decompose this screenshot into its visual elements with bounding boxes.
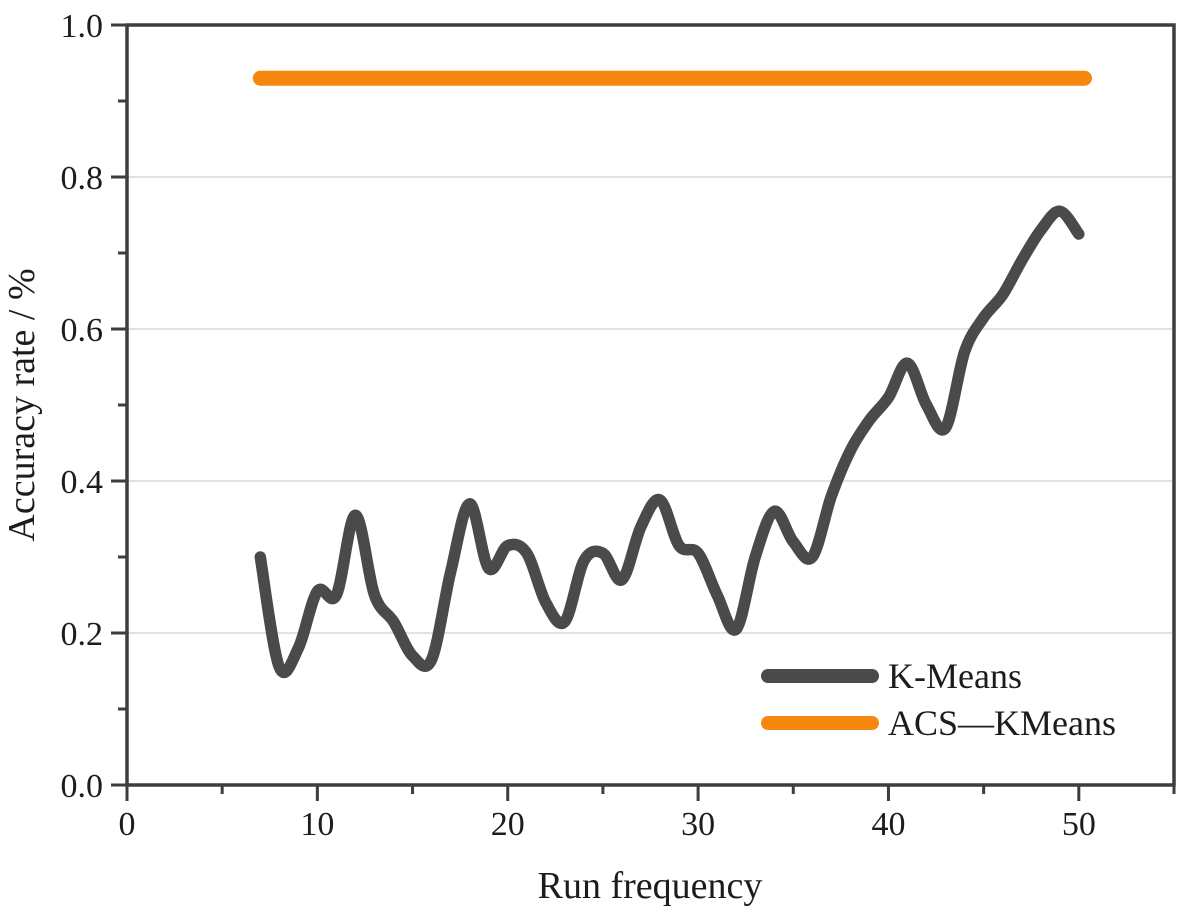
legend-label-kmeans: K-Means xyxy=(888,656,1022,696)
y-tick-label: 0.8 xyxy=(61,160,104,197)
y-tick-label: 0.0 xyxy=(61,768,104,805)
gridlines xyxy=(127,176,1174,634)
x-tick-label: 40 xyxy=(871,806,905,843)
y-tick-label: 1.0 xyxy=(61,8,104,45)
x-tick-label: 20 xyxy=(491,806,525,843)
series-line-0 xyxy=(254,205,1085,679)
x-tick-label: 10 xyxy=(300,806,334,843)
x-tick-label: 30 xyxy=(681,806,715,843)
axis-ticks xyxy=(111,23,1176,801)
x-axis-title: Run frequency xyxy=(538,865,763,907)
legend-label-acs-kmeans: ACS—KMeans xyxy=(888,703,1116,743)
y-axis-title: Accuracy rate / % xyxy=(1,268,43,541)
y-tick-label: 0.4 xyxy=(61,464,104,501)
data-series xyxy=(252,70,1092,679)
y-tick-label: 0.2 xyxy=(61,616,104,653)
y-tick-label: 0.6 xyxy=(61,312,104,349)
x-tick-label: 0 xyxy=(119,806,136,843)
x-tick-label: 50 xyxy=(1062,806,1096,843)
legend: K-Means ACS—KMeans xyxy=(761,656,1116,743)
axis-tick-labels: 0 10 20 30 40 50 0.0 0.2 0.4 0.6 0.8 1.0 xyxy=(61,8,1096,843)
